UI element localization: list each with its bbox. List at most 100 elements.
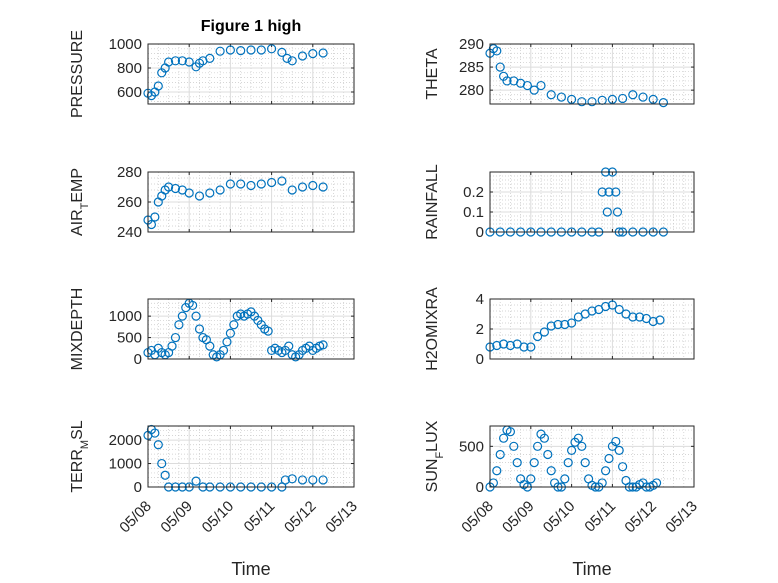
data-point	[566, 445, 577, 455]
data-point	[495, 449, 505, 460]
subplot-air-temp: 240 260 280 AIRTEMP	[69, 164, 355, 241]
y-tick-label: 0	[134, 479, 142, 496]
data-point	[184, 188, 194, 198]
y-tick-label: 240	[117, 224, 142, 241]
data-point	[519, 342, 529, 352]
y-axis-label: THETA	[424, 48, 441, 100]
data-point	[539, 327, 550, 337]
x-tick-label: 05/13	[322, 498, 361, 537]
axes-frame	[147, 43, 355, 105]
data-point	[174, 320, 184, 330]
y-tick-label: 1000	[109, 456, 142, 473]
data-point	[256, 179, 266, 189]
data-point	[205, 53, 215, 64]
y-axis-label: RAINFALL	[424, 164, 441, 240]
data-point	[573, 433, 584, 443]
data-point	[607, 94, 618, 104]
data-point	[297, 51, 308, 61]
data-point	[655, 315, 665, 325]
data-point	[287, 56, 297, 66]
y-tick-label: 600	[117, 84, 142, 101]
axes-frame	[147, 298, 355, 360]
data-point	[246, 180, 256, 191]
axes-frame	[489, 171, 695, 233]
y-tick-label: 0	[476, 479, 484, 496]
data-point	[256, 45, 266, 55]
y-tick-label: 1000	[109, 36, 142, 53]
data-point	[280, 475, 290, 485]
data-point	[153, 81, 163, 91]
x-tick-label: 05/11	[581, 498, 619, 536]
data-point	[529, 85, 539, 95]
x-tick-label: 05/12	[281, 498, 320, 537]
x-tick-label: 05/12	[621, 498, 660, 537]
y-tick-label: 500	[459, 438, 484, 455]
data-point	[170, 332, 181, 343]
data-point	[607, 300, 618, 310]
x-axis-label: Time	[572, 559, 611, 579]
data-point	[308, 180, 318, 191]
data-point	[566, 318, 577, 328]
data-point	[308, 48, 318, 59]
data-point	[602, 207, 612, 217]
series	[143, 176, 328, 230]
subplot-rainfall: 0 0.1 0.2 RAINFALL	[424, 164, 695, 241]
data-point	[648, 94, 658, 104]
data-point	[634, 312, 645, 322]
data-point	[284, 341, 294, 351]
data-point	[536, 80, 546, 91]
y-tick-label: 260	[117, 194, 142, 211]
data-point	[638, 92, 648, 102]
data-point	[611, 436, 621, 447]
figure-title: Figure 1 high	[201, 18, 301, 35]
data-point	[612, 207, 623, 217]
data-point	[539, 433, 550, 443]
data-point	[509, 441, 519, 451]
x-axis-label: Time	[231, 559, 270, 579]
data-point	[150, 428, 160, 438]
y-tick-label: 280	[459, 82, 484, 99]
y-axis-label: TERRMSL	[69, 420, 91, 492]
y-tick-label: 0	[476, 224, 484, 241]
subplot-h2omixra: 0 2 4 H2OMIXRA	[424, 287, 695, 371]
x-tick-label: 05/09	[157, 498, 196, 537]
data-point	[628, 312, 638, 322]
y-tick-label: 1000	[109, 308, 142, 325]
data-point	[191, 476, 201, 486]
data-point	[188, 300, 198, 311]
data-point	[153, 440, 163, 450]
y-tick-label: 0	[134, 351, 142, 368]
y-axis-label: PRESSURE	[69, 30, 86, 118]
subplot-terr-msl: 0 1000 2000 05/08 05/09 05/10 05/11 05/12 05/13 T…	[69, 420, 361, 579]
data-point	[587, 306, 597, 316]
data-point	[225, 179, 235, 189]
data-point	[563, 458, 573, 468]
y-tick-label: 290	[459, 36, 484, 53]
y-tick-label: 0.1	[463, 204, 484, 221]
data-point	[648, 316, 658, 327]
x-tick-label: 05/11	[241, 498, 279, 536]
data-point	[150, 212, 160, 222]
data-point	[218, 345, 229, 356]
data-point	[505, 427, 515, 437]
data-point	[495, 62, 505, 72]
series	[485, 300, 665, 352]
y-tick-label: 2000	[109, 432, 142, 449]
series	[485, 44, 669, 108]
axes-frame	[147, 425, 355, 488]
data-point	[522, 80, 533, 91]
data-point	[215, 185, 225, 195]
data-point	[566, 94, 577, 104]
data-point	[502, 76, 512, 86]
data-point	[263, 326, 273, 336]
data-point	[236, 45, 246, 56]
data-point	[267, 44, 277, 54]
y-axis-label: H2OMIXRA	[424, 287, 441, 371]
data-point	[157, 458, 167, 469]
data-point	[614, 445, 624, 455]
y-tick-label: 0.2	[463, 184, 484, 201]
data-point	[170, 56, 181, 66]
data-point	[617, 462, 628, 472]
data-point	[184, 57, 194, 67]
data-point	[577, 441, 587, 451]
